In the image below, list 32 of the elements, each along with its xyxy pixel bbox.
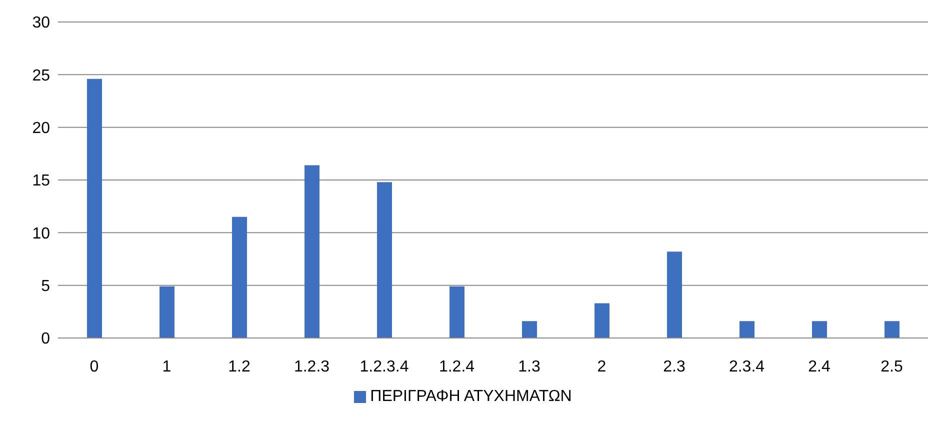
bar [232,216,247,338]
x-tick-label: 0 [90,358,99,376]
y-tick-label: 30 [32,14,50,32]
x-tick-label: 1 [162,358,172,376]
bar [740,321,754,338]
bar [160,286,174,338]
y-tick-label: 15 [32,172,50,190]
bar [377,182,392,338]
y-tick-label: 0 [41,330,50,348]
y-tick-label: 5 [41,278,50,296]
x-tick-label: 2.5 [880,358,903,376]
bar [884,321,900,338]
x-tick-label: 1.2.3 [294,358,330,376]
bar [667,252,682,338]
y-tick-label: 20 [32,120,50,138]
bar [522,321,537,338]
x-tick-label: 2.3.4 [728,358,765,376]
x-tick-label: 1.3 [518,358,540,376]
x-tick-label: 2.4 [808,358,830,376]
bar [450,286,464,338]
y-tick-label: 25 [32,67,50,84]
x-tick-label: 2.3 [663,358,686,376]
y-tick-label: 10 [32,225,50,242]
x-tick-label: 1.2.3.4 [360,358,409,376]
bar [594,303,610,338]
bar [304,165,320,338]
x-tick-label: 2 [597,358,606,376]
legend-label: ΠΕΡΙΓΡΑΦΗ ΑΤΥΧΗΜΑΤΩΝ [370,388,572,405]
x-tick-label: 1.2 [228,358,250,376]
bar [87,78,102,338]
x-tick-label: 1.2.4 [438,358,475,376]
bar [812,321,827,338]
